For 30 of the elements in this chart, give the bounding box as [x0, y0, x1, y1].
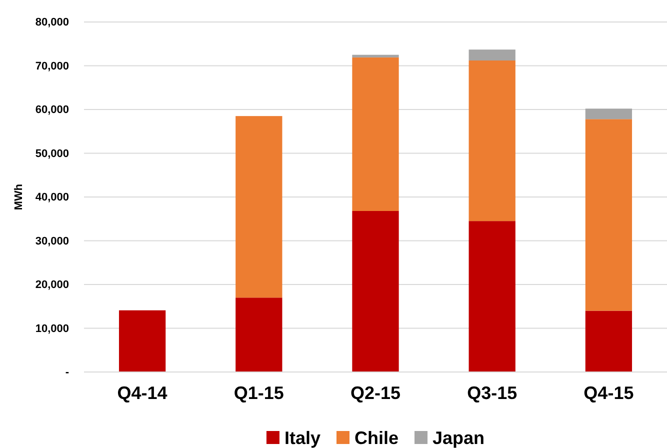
bar	[352, 211, 399, 372]
legend-label: Japan	[432, 428, 485, 448]
x-tick-label: Q3-15	[467, 382, 518, 403]
bar	[118, 310, 166, 372]
y-tick-label: 30,000	[35, 235, 69, 248]
bar	[468, 50, 516, 60]
bar	[468, 60, 516, 222]
y-tick-label: 50,000	[35, 148, 69, 160]
y-tick-label: 20,000	[35, 279, 69, 292]
bar	[352, 57, 399, 211]
x-tick-label: Q2-15	[350, 382, 401, 403]
x-tick-label: Q4-15	[584, 382, 634, 403]
bar	[236, 298, 282, 372]
x-tick-label: Q4-14	[117, 382, 168, 403]
y-tick-label: 80,000	[35, 16, 69, 29]
bar	[585, 310, 632, 372]
y-tick-label: 10,000	[35, 322, 69, 335]
y-axis-title: MWh	[13, 184, 25, 210]
bar	[585, 108, 632, 120]
y-tick-label: 70,000	[35, 60, 69, 72]
bar	[468, 221, 516, 372]
legend-label: Chile	[354, 428, 399, 448]
bar	[352, 54, 399, 58]
y-tick-label: 40,000	[35, 192, 69, 204]
y-tick-label: 60,000	[35, 104, 69, 116]
bar	[236, 116, 282, 298]
legend-label: Italy	[284, 428, 320, 448]
bar	[585, 119, 632, 311]
y-tick-label: -	[65, 366, 70, 379]
x-tick-label: Q1-15	[234, 382, 284, 403]
